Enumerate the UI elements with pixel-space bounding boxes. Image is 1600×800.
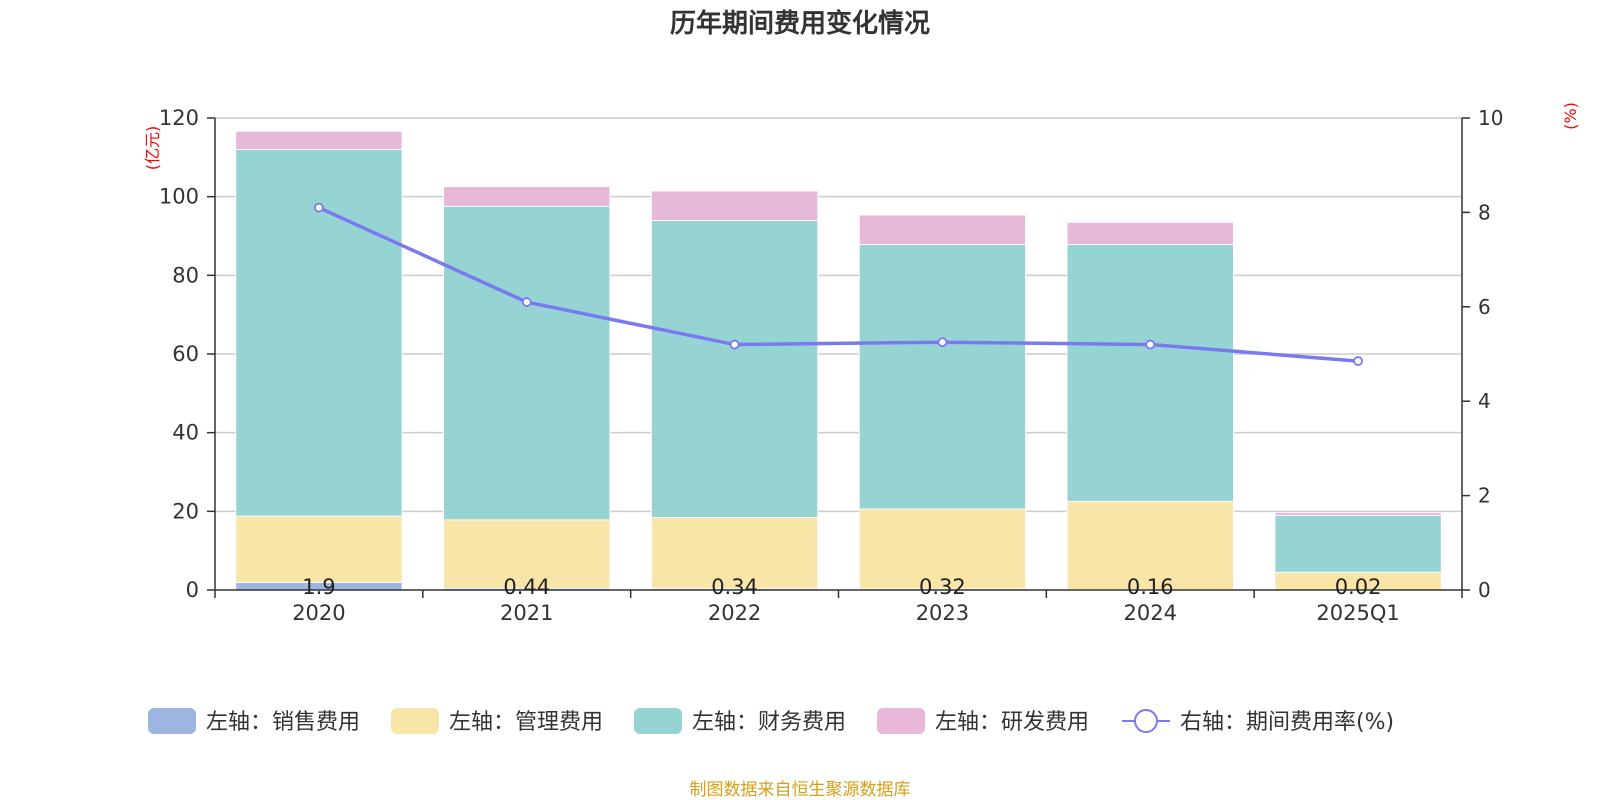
bar-segment	[651, 190, 819, 221]
legend-label: 左轴：管理费用	[449, 710, 603, 735]
sales-value-label: 0.34	[711, 575, 758, 599]
x-tick-label: 2021	[500, 601, 553, 625]
x-tick-label: 2022	[708, 601, 761, 625]
left-axis-unit: (亿元)	[143, 126, 162, 171]
left-tick-label: 100	[159, 185, 199, 209]
rate-point	[729, 339, 740, 350]
bar-segment	[235, 130, 403, 150]
right-axis-unit: (%)	[1561, 102, 1580, 130]
legend-label: 左轴：销售费用	[206, 710, 360, 735]
sales-value-label: 1.9	[302, 575, 335, 599]
bar-segment	[858, 214, 1026, 245]
legend-label: 右轴：期间费用率(%)	[1180, 710, 1394, 735]
sales-value-label: 0.32	[919, 575, 966, 599]
x-tick-label: 2023	[916, 601, 969, 625]
bar-segment	[651, 517, 819, 590]
bar-segment	[1274, 512, 1442, 516]
left-tick-label: 120	[159, 106, 199, 130]
gridlines	[215, 117, 1462, 513]
axes: 0 20 40 60 80 100 120 0 2 4 6 8 10 2020 2021 2022 2023 20…	[159, 106, 1504, 625]
rate-point	[937, 337, 948, 348]
bar-segment	[1274, 515, 1442, 573]
rate-point	[1145, 339, 1156, 350]
bar-segment	[1066, 500, 1234, 590]
sales-value-label: 0.44	[503, 575, 550, 599]
bar-segment	[443, 186, 611, 207]
right-tick-label: 8	[1478, 200, 1491, 224]
left-tick-label: 40	[172, 421, 199, 445]
source-note: 制图数据来自恒生聚源数据库	[690, 780, 911, 800]
legend-swatch	[148, 708, 196, 734]
legend-label: 左轴：财务费用	[692, 710, 846, 735]
legend-line-marker	[1134, 709, 1158, 733]
right-tick-label: 6	[1478, 295, 1491, 319]
legend-label: 左轴：研发费用	[935, 710, 1089, 735]
x-tick-label: 2020	[292, 601, 345, 625]
left-tick-label: 80	[172, 263, 199, 287]
rate-point	[1353, 356, 1363, 366]
bar-segment	[1066, 244, 1234, 502]
rate-point	[314, 202, 324, 213]
bar-segment	[1066, 221, 1234, 245]
bar-segment	[858, 508, 1026, 590]
rate-point	[521, 297, 532, 307]
legend-swatch	[634, 708, 682, 734]
rate-line	[318, 206, 1359, 363]
data-labels: 1.9 0.44 0.34 0.32 0.16 0.02	[302, 575, 1381, 599]
right-tick-label: 0	[1478, 578, 1491, 602]
x-tick-label: 2025Q1	[1316, 601, 1399, 625]
right-tick-label: 4	[1478, 389, 1491, 413]
sales-value-label: 0.02	[1335, 575, 1382, 599]
left-tick-label: 20	[172, 499, 199, 523]
right-tick-label: 2	[1478, 484, 1491, 508]
left-tick-label: 0	[186, 578, 199, 602]
left-tick-label: 60	[172, 342, 199, 366]
rate-line-layer	[314, 202, 1363, 366]
legend-swatch	[391, 708, 439, 734]
bar-layer	[235, 130, 1442, 591]
sales-value-label: 0.16	[1127, 575, 1174, 599]
legend-swatch	[877, 708, 925, 734]
x-tick-label: 2024	[1124, 601, 1177, 625]
right-tick-label: 10	[1478, 106, 1503, 130]
bar-segment	[858, 244, 1026, 510]
legend: 左轴：销售费用 左轴：管理费用 左轴：财务费用 左轴：研发费用 右轴：期间费用率(%)	[148, 708, 1394, 735]
bar-segment	[443, 205, 611, 521]
bar-segment	[651, 220, 819, 518]
bar-segment	[235, 515, 403, 583]
chart-title: 历年期间费用变化情况	[670, 8, 930, 39]
